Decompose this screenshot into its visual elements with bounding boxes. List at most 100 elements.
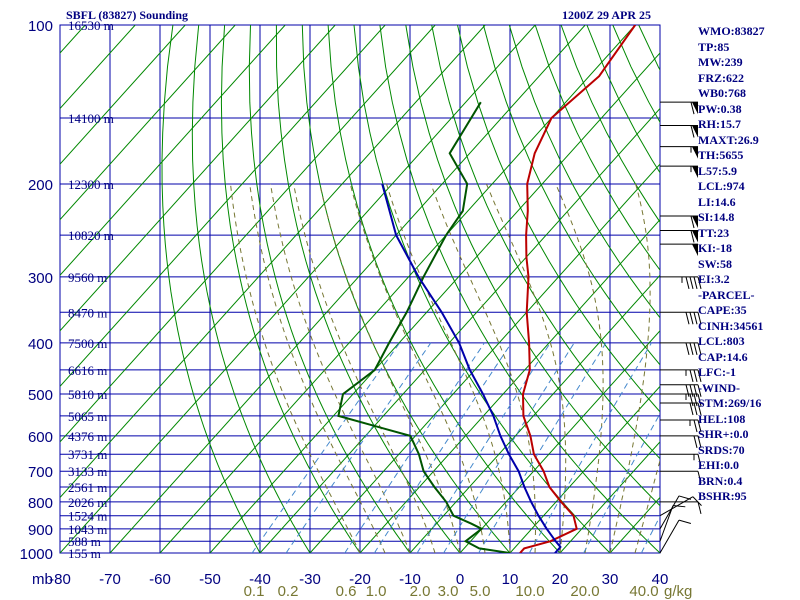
mixing-ratio-label: 0.6 — [336, 583, 357, 600]
wind-barb — [660, 419, 702, 433]
dry-adiabat-line — [508, 25, 660, 319]
index-item: -WIND- — [698, 380, 740, 395]
dry-adiabat-line — [534, 25, 660, 271]
moist-adiabat-line — [270, 183, 411, 553]
moist-adiabat-line — [386, 183, 511, 553]
isotherm-line — [60, 25, 486, 499]
index-item: RH:15.7 — [698, 117, 741, 131]
wind-barb — [660, 276, 702, 290]
wind-barb — [659, 495, 692, 530]
index-item: TP:85 — [698, 39, 730, 54]
isotherm-line — [60, 25, 336, 332]
index-item: CINH:34561 — [698, 318, 764, 333]
index-item: -PARCEL- — [698, 287, 755, 302]
dry-adiabat-line — [191, 25, 311, 553]
index-item: PW:0.38 — [698, 101, 742, 116]
index-item: EHI:0.0 — [698, 458, 740, 472]
moist-adiabat-line — [430, 183, 536, 553]
pressure-tick-label: 400 — [28, 336, 53, 353]
height-label: 7500 m — [68, 336, 107, 351]
height-label: 3731 m — [68, 447, 107, 462]
index-item: EI:3.2 — [698, 272, 730, 286]
index-item: LFC:-1 — [698, 365, 736, 379]
temperature-tick-label: 0 — [456, 571, 464, 588]
index-item: SHR+:0.0 — [698, 427, 749, 441]
isotherm-line — [359, 218, 660, 553]
isotherm-line — [60, 25, 236, 221]
dry-adiabats — [161, 25, 660, 553]
wind-barb — [660, 101, 698, 115]
isotherm-line — [60, 25, 436, 443]
index-item: SRDS:70 — [698, 442, 745, 457]
moist-adiabat-line — [249, 183, 386, 553]
height-label: 5810 m — [68, 387, 107, 402]
mixing-ratio-label: 0.2 — [278, 583, 299, 600]
wind-barb — [660, 229, 698, 243]
index-item: CAPE:35 — [698, 303, 747, 317]
dewpoint-line — [337, 101, 511, 553]
index-item: SI:14.8 — [698, 210, 735, 224]
height-label: 4376 m — [68, 429, 107, 444]
wind-barb — [660, 501, 702, 514]
wind-barb — [660, 402, 702, 416]
temperature-tick-label: -40 — [249, 571, 271, 588]
dry-adiabat-line — [482, 25, 660, 366]
mixing-ratio-label: 3.0 — [438, 583, 459, 600]
temperature-tick-label: 20 — [552, 571, 569, 588]
temperature-tick-label: -30 — [299, 571, 321, 588]
mixing-ratio-unit-label: g/kg — [664, 583, 692, 600]
temperature-line — [519, 25, 637, 553]
dry-adiabat-line — [275, 25, 461, 553]
index-item: MAXT:26.9 — [698, 132, 759, 147]
wind-barb — [659, 519, 692, 554]
height-label: 1524 m — [68, 509, 107, 524]
moist-adiabat-line — [609, 183, 651, 553]
isotherm-line — [509, 385, 660, 553]
isotherm-line — [309, 163, 660, 553]
wind-barb — [660, 369, 702, 383]
isotherm-line — [60, 25, 286, 276]
wind-barb — [660, 146, 698, 159]
temperature-tick-label: 10 — [502, 571, 519, 588]
index-item: WMO:83827 — [698, 24, 765, 38]
dry-adiabat-line — [431, 25, 660, 460]
wind-barb — [660, 393, 702, 407]
chart-title: SBFL (83827) Sounding — [66, 8, 189, 22]
moist-adiabat-line — [319, 183, 461, 553]
height-label: 12300 m — [68, 177, 114, 192]
pressure-tick-label: 800 — [28, 495, 53, 512]
dry-adiabat-line — [161, 25, 261, 553]
wind-barb — [660, 311, 702, 325]
pressure-tick-label: 100 — [28, 18, 53, 35]
mixing-ratio-label: 20.0 — [570, 583, 599, 600]
mixing-ratio-label: 0.1 — [244, 583, 265, 600]
isotherm-line — [60, 25, 536, 553]
isotherm-line — [60, 25, 186, 165]
temperature-tick-label: -20 — [349, 571, 371, 588]
wind-barb — [660, 165, 698, 179]
index-item: BRN:0.4 — [698, 473, 743, 488]
height-label: 155 m — [68, 546, 101, 561]
height-label: 9560 m — [68, 270, 107, 285]
mixing-ratio-label: 40.0 — [629, 583, 658, 600]
isotherm-line — [60, 25, 386, 388]
wind-barb — [660, 124, 698, 138]
wind-barb — [660, 384, 702, 397]
height-label: 5065 m — [68, 409, 107, 424]
wind-barb — [660, 453, 702, 467]
isotherm-line — [259, 107, 660, 553]
index-item: SW:58 — [698, 256, 733, 271]
height-label: 14100 m — [68, 111, 114, 126]
pressure-tick-label: 500 — [28, 387, 53, 404]
mixing-ratio-line — [528, 342, 652, 553]
index-item: BSHR:95 — [698, 489, 747, 503]
parcel-line — [381, 183, 562, 553]
index-item: L57:5.9 — [698, 163, 737, 178]
height-label: 2561 m — [68, 480, 107, 495]
dry-adiabat-line — [248, 25, 411, 553]
temperature-tick-label: 40 — [652, 571, 669, 588]
pressure-tick-label: 700 — [28, 464, 53, 481]
wind-barb — [660, 435, 702, 448]
wind-barb — [660, 470, 702, 484]
temperature-tick-label: 30 — [602, 571, 619, 588]
